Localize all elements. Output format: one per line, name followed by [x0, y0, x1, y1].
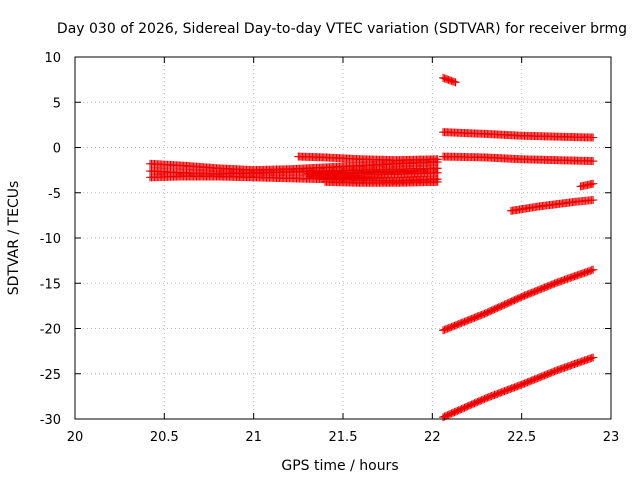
- x-tick-label: 22.5: [507, 430, 536, 445]
- x-axis-label: GPS time / hours: [281, 458, 398, 474]
- y-tick-label: 0: [53, 142, 61, 157]
- series-arc-9: [439, 152, 598, 166]
- data-point: [589, 195, 598, 204]
- data-point: [589, 353, 598, 362]
- y-tick-label: 5: [53, 96, 61, 111]
- data-point: [433, 168, 442, 177]
- y-tick-label: -30: [40, 413, 61, 428]
- y-tick-label: 10: [44, 51, 61, 66]
- series-arc-10: [576, 179, 598, 191]
- x-tick-label: 20.5: [150, 430, 179, 445]
- grid-lines: [75, 57, 611, 419]
- data-point: [589, 265, 598, 274]
- data-point: [589, 157, 598, 166]
- data-point: [589, 179, 598, 188]
- x-tick-label: 23: [603, 430, 620, 445]
- y-axis-label: SDTVAR / TECUs: [6, 181, 22, 296]
- y-tick-label: -10: [40, 232, 61, 247]
- x-tick-label: 20: [67, 430, 84, 445]
- series-arc-13: [439, 353, 598, 422]
- axis-ticks: [74, 56, 612, 420]
- series-arc-8: [439, 128, 598, 142]
- series-arc-11: [506, 195, 598, 215]
- x-tick-label: 21: [245, 430, 262, 445]
- series-arc-5: [303, 168, 442, 180]
- data-point: [589, 133, 598, 142]
- y-tick-label: -20: [40, 323, 61, 338]
- data-point: [433, 177, 442, 186]
- data-point: [433, 155, 442, 164]
- data-marks: [146, 73, 598, 422]
- y-tick-label: -15: [40, 277, 61, 292]
- chart-title: Day 030 of 2026, Sidereal Day-to-day VTE…: [57, 21, 627, 37]
- y-tick-label: -25: [40, 368, 61, 383]
- axis-tick-labels: 20 20.5 21 21.5 22 22.5 23 10 5 0 -5 -10 -15 -20 -25 -3…: [40, 51, 620, 445]
- x-tick-label: 22: [424, 430, 441, 445]
- data-point: [451, 78, 460, 87]
- x-tick-label: 21.5: [329, 430, 358, 445]
- series-arc-4: [294, 152, 442, 165]
- series-arc-7: [439, 73, 460, 87]
- series-arc-12: [439, 265, 598, 335]
- y-tick-label: -5: [48, 187, 61, 202]
- series-arc-6: [321, 177, 442, 187]
